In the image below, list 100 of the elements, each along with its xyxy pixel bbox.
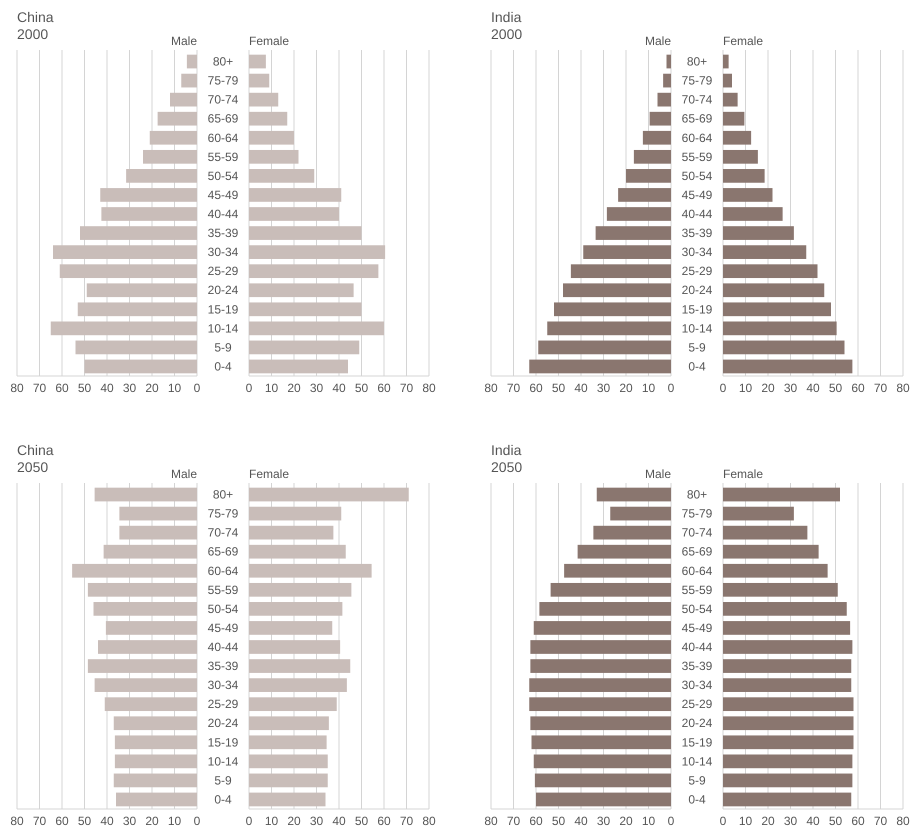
bar: [126, 169, 197, 183]
x-tick-label: 70: [506, 814, 520, 828]
series-label: Female: [249, 34, 290, 48]
bar: [98, 640, 197, 654]
x-tick-label: 10: [738, 381, 752, 395]
x-tick-label: 50: [78, 814, 92, 828]
bar: [723, 112, 744, 126]
x-tick-label: 30: [122, 814, 136, 828]
bar: [723, 697, 854, 712]
y-tick-label: 50-54: [682, 602, 713, 616]
series-label: Female: [723, 467, 764, 481]
x-tick-label: 30: [596, 381, 610, 395]
y-tick-label: 40-44: [682, 640, 713, 654]
bar: [606, 207, 671, 221]
bar: [150, 130, 197, 145]
bar: [723, 640, 852, 654]
y-tick-label: 25-29: [208, 697, 239, 712]
bar: [570, 264, 671, 278]
bar: [723, 321, 837, 336]
bar: [249, 678, 347, 692]
y-tick-label: 60-64: [682, 130, 713, 145]
bar: [723, 283, 824, 298]
bar: [76, 340, 197, 354]
bar: [170, 92, 197, 107]
x-tick-label: 70: [400, 381, 414, 395]
bar: [50, 321, 197, 336]
x-tick-label: 20: [287, 381, 301, 395]
y-tick-label: 25-29: [208, 264, 239, 278]
y-tick-label: 40-44: [682, 207, 713, 221]
bar: [563, 283, 671, 298]
bar: [249, 360, 348, 374]
bar: [564, 564, 671, 578]
bar: [53, 245, 197, 259]
x-tick-label: 60: [377, 814, 391, 828]
bar: [723, 621, 850, 635]
x-tick-label: 80: [896, 381, 910, 395]
bar: [88, 582, 197, 597]
x-tick-label: 80: [422, 814, 436, 828]
bar: [114, 735, 197, 750]
x-tick-label: 0: [668, 814, 675, 828]
bar: [78, 302, 197, 316]
y-tick-label: 30-34: [682, 678, 713, 692]
chart-subtitle: 2000: [491, 26, 522, 42]
bar: [550, 582, 671, 597]
bar: [534, 754, 671, 768]
bar: [596, 226, 671, 240]
y-tick-label: 65-69: [208, 112, 239, 126]
bar: [116, 792, 197, 806]
y-tick-label: 75-79: [682, 506, 713, 521]
bar: [249, 321, 384, 336]
bar: [610, 506, 671, 520]
x-tick-label: 10: [642, 814, 656, 828]
y-tick-label: 50-54: [208, 602, 239, 616]
bar: [534, 621, 671, 635]
bar: [554, 302, 671, 316]
x-tick-label: 50: [354, 814, 368, 828]
bar: [158, 112, 197, 126]
bar: [593, 526, 671, 540]
bar: [723, 264, 818, 278]
x-tick-label: 20: [287, 814, 301, 828]
x-tick-label: 20: [761, 381, 775, 395]
bar: [723, 602, 847, 616]
bar: [723, 544, 819, 559]
bar: [538, 340, 671, 354]
bar: [249, 226, 362, 240]
x-tick-label: 0: [246, 381, 253, 395]
y-tick-label: 0-4: [688, 792, 706, 806]
bar: [249, 544, 346, 559]
x-tick-label: 70: [32, 381, 46, 395]
bar: [723, 54, 729, 68]
bar: [249, 640, 340, 654]
bar: [723, 340, 844, 354]
x-tick-label: 10: [168, 814, 182, 828]
bar: [658, 92, 671, 107]
series-label: Male: [170, 34, 198, 48]
bar: [249, 302, 362, 316]
y-tick-label: 40-44: [208, 207, 239, 221]
bar: [101, 207, 197, 221]
bar: [94, 488, 197, 502]
bar: [723, 716, 854, 730]
bar: [249, 526, 334, 540]
x-tick-label: 0: [246, 814, 253, 828]
y-tick-label: 20-24: [682, 716, 713, 730]
y-tick-label: 35-39: [208, 659, 239, 674]
x-tick-label: 10: [264, 381, 278, 395]
bar: [249, 92, 278, 107]
bar: [143, 150, 197, 164]
y-tick-label: 75-79: [682, 74, 713, 88]
x-tick-label: 80: [10, 381, 24, 395]
y-tick-label: 50-54: [208, 168, 239, 183]
y-tick-label: 10-14: [208, 321, 239, 336]
bar: [249, 340, 360, 354]
y-tick-label: 45-49: [208, 620, 239, 635]
bar: [249, 697, 337, 712]
bar: [249, 245, 386, 259]
bar: [596, 488, 671, 502]
bar: [723, 74, 732, 88]
bar: [249, 283, 354, 298]
x-tick-label: 30: [310, 814, 324, 828]
y-tick-label: 10-14: [208, 754, 239, 768]
